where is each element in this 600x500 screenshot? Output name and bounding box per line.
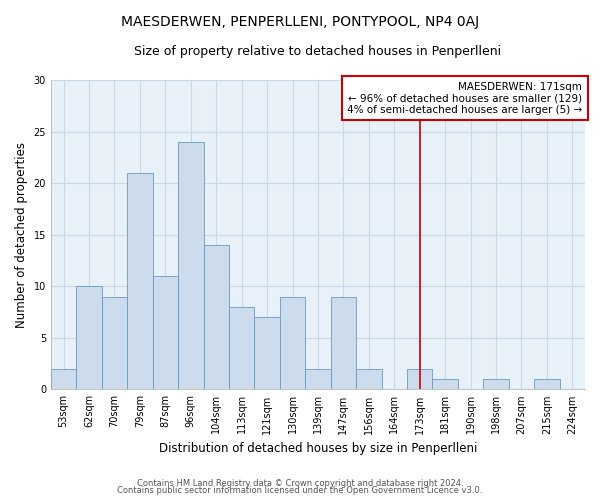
Bar [178, 142, 203, 390]
Bar [407, 369, 433, 390]
Bar [254, 317, 280, 390]
Bar [229, 307, 254, 390]
Bar [356, 369, 382, 390]
Bar [51, 369, 76, 390]
Y-axis label: Number of detached properties: Number of detached properties [15, 142, 28, 328]
Text: Contains public sector information licensed under the Open Government Licence v3: Contains public sector information licen… [118, 486, 482, 495]
Bar [331, 296, 356, 390]
Bar [152, 276, 178, 390]
Bar [102, 296, 127, 390]
Bar [305, 369, 331, 390]
Bar [483, 379, 509, 390]
Bar [433, 379, 458, 390]
Bar [280, 296, 305, 390]
Bar [76, 286, 102, 390]
X-axis label: Distribution of detached houses by size in Penperlleni: Distribution of detached houses by size … [159, 442, 477, 455]
Text: MAESDERWEN: 171sqm
← 96% of detached houses are smaller (129)
4% of semi-detache: MAESDERWEN: 171sqm ← 96% of detached hou… [347, 82, 583, 114]
Title: Size of property relative to detached houses in Penperlleni: Size of property relative to detached ho… [134, 45, 502, 58]
Bar [534, 379, 560, 390]
Bar [203, 245, 229, 390]
Bar [127, 173, 152, 390]
Text: Contains HM Land Registry data © Crown copyright and database right 2024.: Contains HM Land Registry data © Crown c… [137, 478, 463, 488]
Text: MAESDERWEN, PENPERLLENI, PONTYPOOL, NP4 0AJ: MAESDERWEN, PENPERLLENI, PONTYPOOL, NP4 … [121, 15, 479, 29]
